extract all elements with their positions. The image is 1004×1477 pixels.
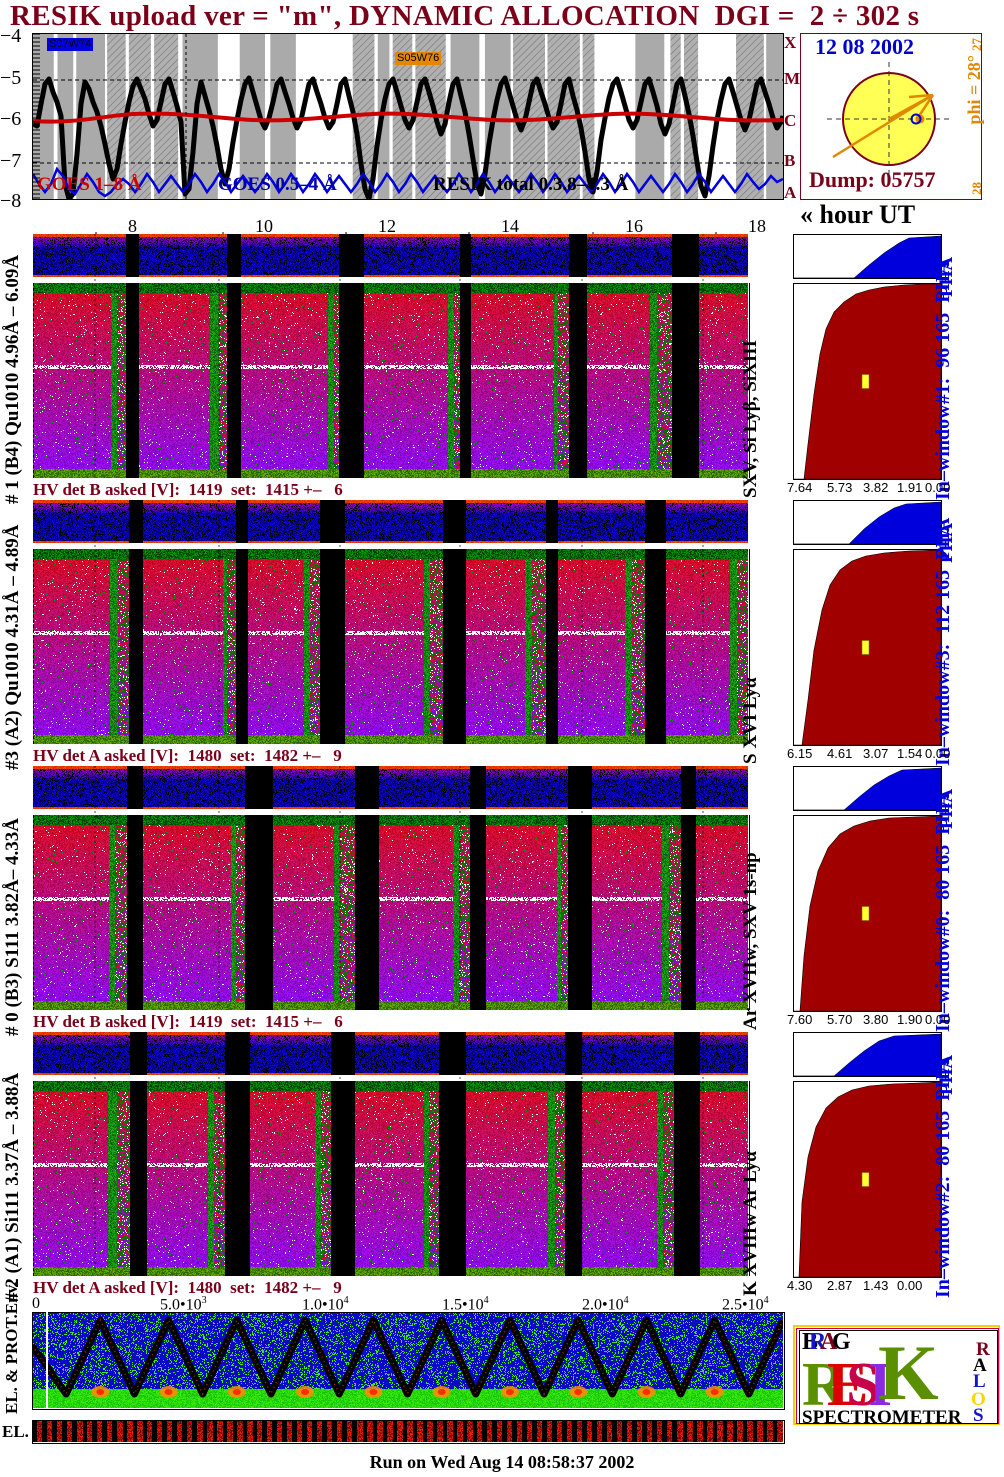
svg-text:K: K [878,1331,939,1416]
svg-text:S: S [973,1405,984,1424]
svg-text:SPECTROMETER: SPECTROMETER [802,1407,962,1424]
